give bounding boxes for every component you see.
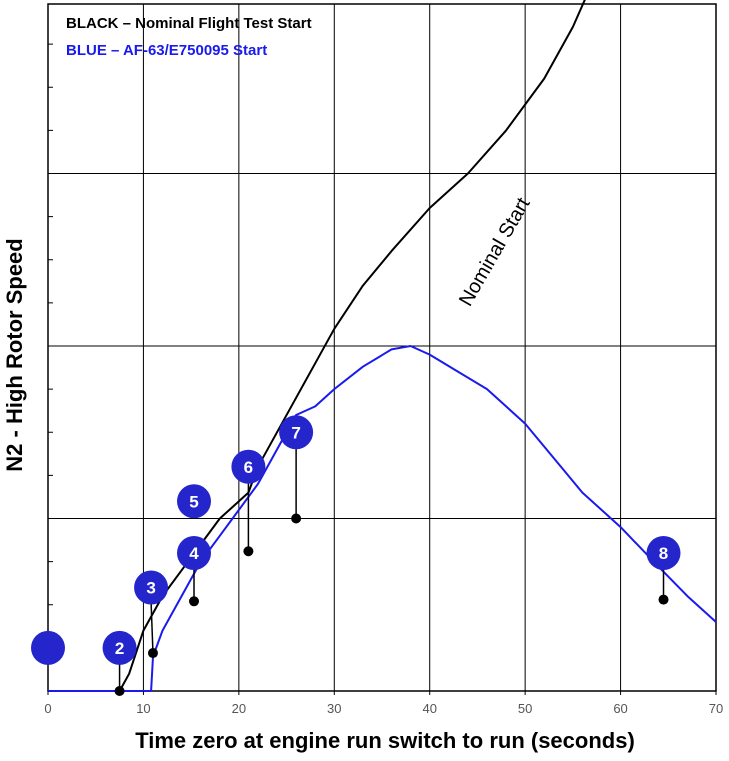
event-markers: 2 3 4 5 6 7 8 [31, 415, 681, 696]
marker-badge [279, 415, 314, 450]
legend-black: BLACK – Nominal Flight Test Start [66, 15, 312, 32]
x-tick-label-40: 40 [422, 701, 436, 716]
marker-badge [102, 630, 137, 665]
marker-label: 8 [659, 544, 668, 563]
marker-dot [114, 686, 125, 696]
event-marker-3: 3 [134, 570, 169, 659]
marker-label: 4 [189, 544, 199, 563]
x-axis-label: Time zero at engine run switch to run (s… [135, 728, 635, 753]
marker-badge [646, 536, 681, 570]
marker-badge [177, 536, 212, 570]
marker-label: 7 [291, 423, 300, 442]
event-marker-7: 7 [279, 415, 314, 524]
x-tick-label-20: 20 [232, 701, 246, 716]
marker-badge [31, 630, 65, 665]
grid [48, 4, 716, 691]
series-black-line [48, 0, 586, 692]
event-marker-4: 4 [177, 536, 212, 607]
event-marker-8: 8 [646, 536, 681, 605]
marker-badge [134, 570, 169, 605]
x-tick-label-50: 50 [518, 701, 532, 716]
marker-dot [658, 594, 669, 605]
series-blue-line [48, 345, 717, 692]
legend-blue: BLUE – AF-63/E750095 Start [66, 42, 267, 59]
marker-dot [189, 596, 200, 607]
series [48, 0, 717, 692]
x-tick-label-30: 30 [327, 701, 341, 716]
marker-label: 2 [115, 639, 124, 658]
marker-leader [150, 601, 154, 654]
marker-label: 6 [244, 458, 253, 477]
marker-dot [291, 513, 302, 524]
plot-frame [47, 3, 717, 692]
x-tick-label-70: 70 [709, 701, 723, 716]
marker-dot [147, 648, 158, 659]
marker-label: 5 [189, 492, 198, 511]
event-marker-5: 5 [177, 484, 212, 519]
x-tick-label-0: 0 [44, 701, 51, 716]
x-tick-labels: 0 10 20 30 40 50 60 70 [44, 691, 723, 716]
y-axis-label: N2 - High Rotor Speed [2, 238, 27, 471]
x-tick-label-10: 10 [136, 701, 150, 716]
event-marker-2: 2 [102, 630, 137, 696]
x-tick-label-60: 60 [613, 701, 627, 716]
marker-label: 3 [146, 579, 155, 598]
marker-badge [231, 449, 266, 484]
event-marker-unlabeled [31, 630, 65, 665]
event-marker-6: 6 [231, 449, 266, 557]
marker-badge [177, 484, 212, 519]
marker-dot [243, 546, 254, 557]
